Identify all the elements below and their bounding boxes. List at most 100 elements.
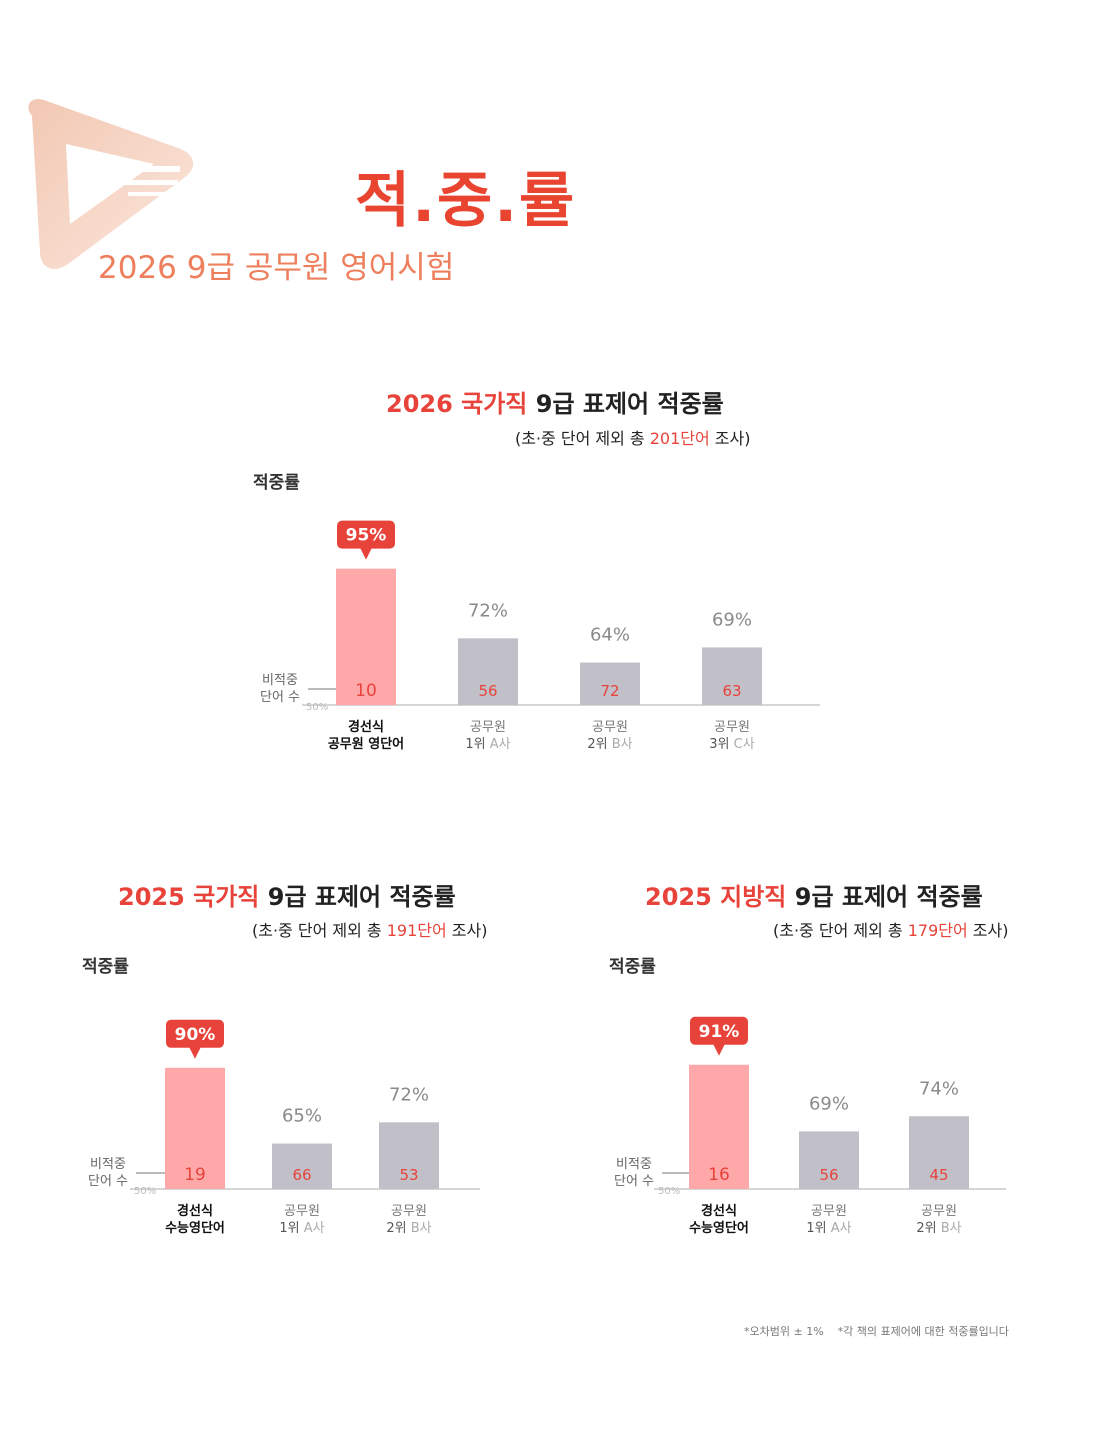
miss-count-value: 66	[292, 1166, 311, 1184]
category-label-line2: 2위 B사	[587, 737, 632, 752]
footnotes: *오차범위 ± 1% *각 책의 표제어에 대한 적중률입니다	[744, 1323, 1009, 1339]
chart-2-title-rest: 9급 표제어 적중률	[259, 883, 456, 911]
chart-2-subtitle-highlight: 191단어	[386, 921, 447, 940]
value-bubble-pointer	[189, 1046, 201, 1059]
bar	[458, 638, 518, 705]
footnote-error-range: *오차범위 ± 1%	[744, 1325, 824, 1338]
baseline-tick-label: 50%	[306, 702, 328, 713]
bar	[799, 1131, 859, 1189]
bar	[379, 1122, 439, 1189]
value-bubble-pointer	[713, 1043, 725, 1056]
chart-2-subtitle: (초·중 단어 제외 총 191단어 조사)	[252, 917, 487, 941]
chart-1-title: 2026 국가직 9급 표제어 적중률	[386, 384, 724, 419]
miss-count-value: 19	[184, 1165, 206, 1185]
category-rank: 수능영단어	[689, 1220, 749, 1236]
chart-3-ylabel: 적중률	[609, 957, 656, 977]
category-label-line2: 2위 B사	[386, 1221, 431, 1236]
chart-3-subtitle: (초·중 단어 제외 총 179단어 조사)	[773, 917, 1008, 941]
baseline-tick-label: 50%	[658, 1186, 680, 1197]
value-bubble	[337, 520, 395, 549]
chart-2-subtitle-pre: (초·중 단어 제외 총	[252, 921, 387, 940]
miss-count-label-line2: 단어 수	[260, 690, 300, 705]
category-label-line2: 1위 A사	[465, 737, 510, 752]
data-label: 64%	[590, 625, 630, 646]
chart-3-title-rest: 9급 표제어 적중률	[786, 883, 983, 911]
category-label-line2: 1위 A사	[279, 1221, 324, 1236]
category-rank: 2위	[386, 1221, 410, 1236]
chart-2-subtitle-post: 조사)	[446, 921, 488, 940]
miss-count-label-line2: 단어 수	[88, 1174, 128, 1189]
bar	[580, 662, 640, 705]
bar	[909, 1116, 969, 1189]
miss-count-value: 10	[355, 681, 377, 701]
category-rank: 2위	[916, 1221, 940, 1236]
category-company: B사	[411, 1221, 432, 1236]
category-company: B사	[941, 1221, 962, 1236]
bar	[165, 1067, 225, 1189]
chart-3-subtitle-pre: (초·중 단어 제외 총	[773, 921, 908, 940]
category-label-line2: 공무원 영단어	[328, 736, 404, 752]
category-rank: 2위	[587, 737, 611, 752]
miss-count-value: 45	[929, 1166, 948, 1184]
category-label-line1: 공무원	[592, 720, 628, 735]
miss-count-label-line1: 비적중	[262, 673, 298, 688]
category-rank: 수능영단어	[165, 1220, 225, 1236]
category-label-line1: 공무원	[811, 1204, 847, 1219]
category-label-line2: 수능영단어	[165, 1220, 225, 1236]
data-label: 95%	[346, 526, 387, 546]
value-bubble-pointer	[360, 547, 372, 560]
category-rank: 공무원 영단어	[328, 736, 404, 752]
category-label-line2: 3위 C사	[709, 737, 754, 752]
miss-count-value: 16	[708, 1165, 730, 1185]
category-label-line2: 2위 B사	[916, 1221, 961, 1236]
chart-2-ylabel: 적중률	[82, 957, 129, 977]
miss-count-label-line1: 비적중	[90, 1157, 126, 1172]
play-triangle-logo-icon	[28, 99, 194, 269]
category-company: A사	[831, 1221, 852, 1236]
category-rank: 1위	[465, 737, 489, 752]
page-title: 적.중.률	[355, 166, 577, 236]
data-label: 69%	[712, 609, 752, 630]
chart-3-title-accent: 2025 지방직	[645, 883, 787, 911]
page-subtitle: 2026 9급 공무원 영어시험	[98, 250, 455, 286]
data-label: 90%	[175, 1025, 216, 1045]
data-label: 74%	[919, 1078, 959, 1099]
chart-1-subtitle-highlight: 201단어	[649, 429, 710, 448]
category-rank: 1위	[806, 1221, 830, 1236]
bar	[272, 1143, 332, 1189]
data-label: 65%	[282, 1106, 322, 1127]
miss-count-label-line2: 단어 수	[614, 1174, 654, 1189]
bar	[336, 568, 396, 705]
data-label: 72%	[468, 600, 508, 621]
category-label-line1: 공무원	[921, 1204, 957, 1219]
chart-2-title: 2025 국가직 9급 표제어 적중률	[118, 877, 456, 912]
baseline-tick-label: 50%	[134, 1186, 156, 1197]
miss-count-value: 53	[399, 1166, 418, 1184]
category-label-line1: 경선식	[701, 1203, 737, 1219]
bar	[689, 1064, 749, 1189]
chart-3-title: 2025 지방직 9급 표제어 적중률	[645, 877, 983, 912]
data-label: 91%	[699, 1022, 740, 1042]
category-company: C사	[734, 737, 755, 752]
miss-count-value: 56	[478, 682, 497, 700]
category-label-line2: 1위 A사	[806, 1221, 851, 1236]
chart-1-title-rest: 9급 표제어 적중률	[527, 390, 724, 418]
value-bubble	[166, 1019, 224, 1048]
bar	[702, 647, 762, 705]
category-rank: 1위	[279, 1221, 303, 1236]
chart-3-subtitle-highlight: 179단어	[907, 921, 968, 940]
category-company: B사	[612, 737, 633, 752]
chart-1-title-accent: 2026 국가직	[386, 390, 528, 418]
chart-1-subtitle-post: 조사)	[709, 429, 751, 448]
miss-count-value: 72	[600, 682, 619, 700]
value-bubble	[690, 1016, 748, 1045]
chart-1-subtitle: (초·중 단어 제외 총 201단어 조사)	[515, 425, 750, 449]
miss-count-value: 56	[819, 1166, 838, 1184]
miss-count-value: 63	[722, 682, 741, 700]
category-label-line1: 공무원	[714, 720, 750, 735]
data-label: 69%	[809, 1093, 849, 1114]
category-label-line1: 경선식	[177, 1203, 213, 1219]
